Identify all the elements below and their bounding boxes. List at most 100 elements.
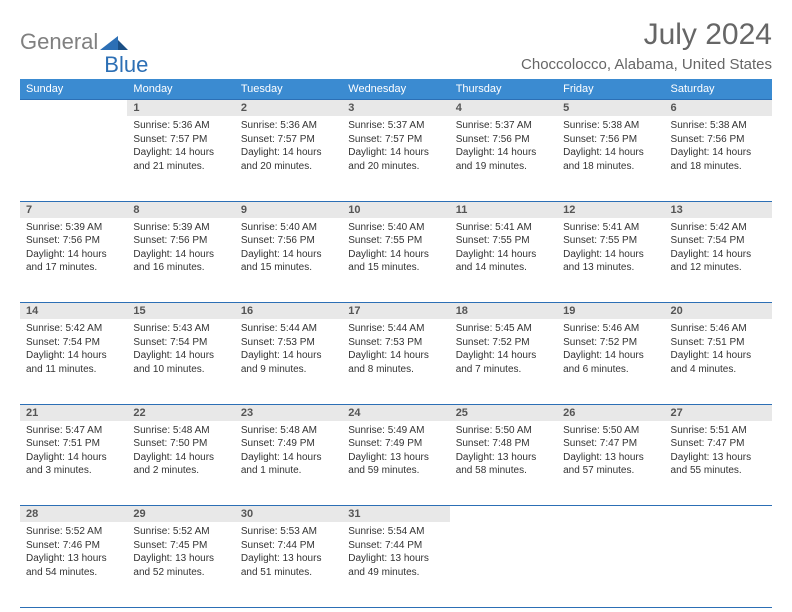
daylight-line2: and 12 minutes. <box>671 261 766 275</box>
day-number: 3 <box>342 100 449 117</box>
daylight-line1: Daylight: 14 hours <box>456 248 551 262</box>
sunrise-text: Sunrise: 5:42 AM <box>671 221 766 235</box>
day-cell: Sunrise: 5:50 AMSunset: 7:47 PMDaylight:… <box>557 421 664 506</box>
daylight-line2: and 15 minutes. <box>348 261 443 275</box>
daylight-line2: and 9 minutes. <box>241 363 336 377</box>
day-cell: Sunrise: 5:39 AMSunset: 7:56 PMDaylight:… <box>20 218 127 303</box>
day-cell: Sunrise: 5:42 AMSunset: 7:54 PMDaylight:… <box>665 218 772 303</box>
sunrise-text: Sunrise: 5:51 AM <box>671 424 766 438</box>
day-number <box>450 506 557 523</box>
daylight-line1: Daylight: 13 hours <box>133 552 228 566</box>
day-number: 5 <box>557 100 664 117</box>
daylight-line1: Daylight: 14 hours <box>563 248 658 262</box>
col-saturday: Saturday <box>665 79 772 100</box>
sunrise-text: Sunrise: 5:53 AM <box>241 525 336 539</box>
sunrise-text: Sunrise: 5:38 AM <box>671 119 766 133</box>
sunrise-text: Sunrise: 5:46 AM <box>563 322 658 336</box>
page-title: July 2024 <box>521 18 772 52</box>
day-number: 18 <box>450 303 557 320</box>
day-cell: Sunrise: 5:43 AMSunset: 7:54 PMDaylight:… <box>127 319 234 404</box>
day-cell: Sunrise: 5:49 AMSunset: 7:49 PMDaylight:… <box>342 421 449 506</box>
daylight-line2: and 19 minutes. <box>456 160 551 174</box>
day-number: 13 <box>665 201 772 218</box>
sunset-text: Sunset: 7:55 PM <box>563 234 658 248</box>
daylight-line1: Daylight: 13 hours <box>348 451 443 465</box>
sunset-text: Sunset: 7:48 PM <box>456 437 551 451</box>
sunrise-text: Sunrise: 5:52 AM <box>26 525 121 539</box>
daylight-line1: Daylight: 14 hours <box>26 248 121 262</box>
day-cell: Sunrise: 5:37 AMSunset: 7:56 PMDaylight:… <box>450 116 557 201</box>
calendar-header-row: Sunday Monday Tuesday Wednesday Thursday… <box>20 79 772 100</box>
sunrise-text: Sunrise: 5:54 AM <box>348 525 443 539</box>
daylight-line2: and 21 minutes. <box>133 160 228 174</box>
daynum-row: 28293031 <box>20 506 772 523</box>
daylight-line2: and 8 minutes. <box>348 363 443 377</box>
content-row: Sunrise: 5:39 AMSunset: 7:56 PMDaylight:… <box>20 218 772 303</box>
page-subtitle: Choccolocco, Alabama, United States <box>521 56 772 73</box>
day-cell: Sunrise: 5:40 AMSunset: 7:55 PMDaylight:… <box>342 218 449 303</box>
sunrise-text: Sunrise: 5:39 AM <box>133 221 228 235</box>
logo: General Blue <box>20 18 148 66</box>
sunset-text: Sunset: 7:56 PM <box>241 234 336 248</box>
day-cell: Sunrise: 5:42 AMSunset: 7:54 PMDaylight:… <box>20 319 127 404</box>
daylight-line1: Daylight: 14 hours <box>133 349 228 363</box>
daylight-line2: and 3 minutes. <box>26 464 121 478</box>
day-number <box>557 506 664 523</box>
content-row: Sunrise: 5:36 AMSunset: 7:57 PMDaylight:… <box>20 116 772 201</box>
day-number: 23 <box>235 404 342 421</box>
sunrise-text: Sunrise: 5:48 AM <box>241 424 336 438</box>
day-number: 24 <box>342 404 449 421</box>
sunset-text: Sunset: 7:56 PM <box>563 133 658 147</box>
daylight-line1: Daylight: 14 hours <box>563 349 658 363</box>
sunrise-text: Sunrise: 5:49 AM <box>348 424 443 438</box>
day-number: 10 <box>342 201 449 218</box>
day-number: 17 <box>342 303 449 320</box>
day-cell: Sunrise: 5:51 AMSunset: 7:47 PMDaylight:… <box>665 421 772 506</box>
day-number: 4 <box>450 100 557 117</box>
day-number: 6 <box>665 100 772 117</box>
sunset-text: Sunset: 7:54 PM <box>671 234 766 248</box>
day-cell: Sunrise: 5:47 AMSunset: 7:51 PMDaylight:… <box>20 421 127 506</box>
page-header: General Blue July 2024 Choccolocco, Alab… <box>20 18 772 73</box>
daylight-line1: Daylight: 14 hours <box>133 248 228 262</box>
daylight-line1: Daylight: 13 hours <box>671 451 766 465</box>
day-number: 22 <box>127 404 234 421</box>
sunset-text: Sunset: 7:57 PM <box>348 133 443 147</box>
sunset-text: Sunset: 7:44 PM <box>241 539 336 553</box>
daylight-line1: Daylight: 14 hours <box>671 146 766 160</box>
sunset-text: Sunset: 7:44 PM <box>348 539 443 553</box>
sunset-text: Sunset: 7:56 PM <box>26 234 121 248</box>
daylight-line2: and 49 minutes. <box>348 566 443 580</box>
sunset-text: Sunset: 7:46 PM <box>26 539 121 553</box>
day-number: 11 <box>450 201 557 218</box>
day-cell: Sunrise: 5:39 AMSunset: 7:56 PMDaylight:… <box>127 218 234 303</box>
day-cell: Sunrise: 5:41 AMSunset: 7:55 PMDaylight:… <box>557 218 664 303</box>
day-number: 15 <box>127 303 234 320</box>
day-cell <box>20 116 127 201</box>
logo-triangle-icon <box>100 32 128 52</box>
sunset-text: Sunset: 7:47 PM <box>563 437 658 451</box>
sunset-text: Sunset: 7:45 PM <box>133 539 228 553</box>
daylight-line1: Daylight: 13 hours <box>563 451 658 465</box>
sunrise-text: Sunrise: 5:37 AM <box>456 119 551 133</box>
day-number: 21 <box>20 404 127 421</box>
daylight-line2: and 2 minutes. <box>133 464 228 478</box>
day-number: 12 <box>557 201 664 218</box>
col-friday: Friday <box>557 79 664 100</box>
daylight-line1: Daylight: 14 hours <box>456 349 551 363</box>
day-cell: Sunrise: 5:38 AMSunset: 7:56 PMDaylight:… <box>665 116 772 201</box>
daylight-line2: and 7 minutes. <box>456 363 551 377</box>
daylight-line2: and 4 minutes. <box>671 363 766 377</box>
daylight-line1: Daylight: 14 hours <box>671 248 766 262</box>
calendar-body: 12 3456Sunrise: 5:36 AMSunset: 7:57 PMDay… <box>20 100 772 608</box>
col-sunday: Sunday <box>20 79 127 100</box>
day-cell: Sunrise: 5:48 AMSunset: 7:49 PMDaylight:… <box>235 421 342 506</box>
sunset-text: Sunset: 7:53 PM <box>241 336 336 350</box>
daylight-line1: Daylight: 14 hours <box>26 349 121 363</box>
day-number <box>20 100 127 117</box>
sunset-text: Sunset: 7:54 PM <box>26 336 121 350</box>
daylight-line2: and 6 minutes. <box>563 363 658 377</box>
daylight-line1: Daylight: 14 hours <box>563 146 658 160</box>
col-monday: Monday <box>127 79 234 100</box>
daylight-line2: and 16 minutes. <box>133 261 228 275</box>
